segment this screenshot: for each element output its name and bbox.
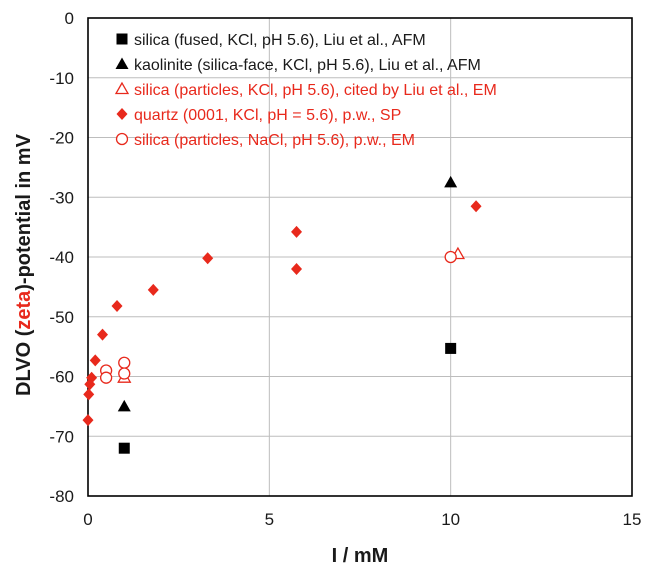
data-point-series-1 xyxy=(118,442,130,454)
plot-area-frame xyxy=(87,17,633,497)
data-point-series-4 xyxy=(202,252,214,265)
legend-marker-2 xyxy=(115,57,129,69)
data-point-series-4 xyxy=(147,283,159,296)
legend-entry-3: silica (particles, KCl, pH 5.6), cited b… xyxy=(134,82,497,99)
data-point-series-4 xyxy=(291,225,303,238)
x-tick-label: 0 xyxy=(83,510,92,529)
y-axis-title-part-1: DLVO ( xyxy=(13,329,35,396)
y-tick-label: -10 xyxy=(49,69,74,88)
x-axis-tick-labels: 0 5 10 15 xyxy=(83,510,641,529)
y-tick-label: -60 xyxy=(49,368,74,387)
y-tick-label: -50 xyxy=(49,308,74,327)
legend-marker-3 xyxy=(114,81,130,95)
legend-marker-1 xyxy=(116,33,128,45)
y-tick-label: -20 xyxy=(49,129,74,148)
y-tick-label: -30 xyxy=(49,188,74,207)
data-point-series-4 xyxy=(470,200,482,213)
legend-marker-5 xyxy=(115,132,129,146)
y-tick-label: 0 xyxy=(65,9,74,28)
data-point-series-5 xyxy=(99,371,113,384)
data-point-series-4 xyxy=(291,262,303,275)
legend-entry-2: kaolinite (silica-face, KCl, pH 5.6), Li… xyxy=(134,57,481,74)
data-point-series-4 xyxy=(97,328,109,341)
legend-entry-1: silica (fused, KCl, pH 5.6), Liu et al.,… xyxy=(134,32,426,49)
x-tick-label: 5 xyxy=(265,510,274,529)
data-point-series-4 xyxy=(83,388,95,401)
y-axis-title-part-3: )-potential in mV xyxy=(13,133,35,290)
data-points xyxy=(82,175,482,454)
data-point-series-4 xyxy=(89,354,101,367)
x-tick-label: 10 xyxy=(441,510,460,529)
data-point-series-2 xyxy=(444,175,458,188)
y-axis-tick-labels: 0 -10 -20 -30 -40 -50 -60 -70 -80 xyxy=(49,9,74,506)
data-point-series-5 xyxy=(118,367,131,380)
legend: silica (fused, KCl, pH 5.6), Liu et al.,… xyxy=(114,32,497,149)
x-axis-title: I / mM xyxy=(332,545,389,567)
data-point-series-4 xyxy=(82,414,94,427)
data-point-series-2 xyxy=(117,399,131,412)
data-point-series-5 xyxy=(444,250,457,264)
data-point-series-4 xyxy=(111,299,123,312)
y-tick-label: -70 xyxy=(49,427,74,446)
y-tick-label: -80 xyxy=(49,487,74,506)
x-tick-label: 15 xyxy=(623,510,642,529)
legend-entry-4: quartz (0001, KCl, pH = 5.6), p.w., SP xyxy=(134,107,401,124)
data-point-series-4 xyxy=(86,371,98,384)
legend-marker-4 xyxy=(116,108,128,120)
legend-entry-5: silica (particles, NaCl, pH 5.6), p.w., … xyxy=(134,132,415,149)
data-point-series-5 xyxy=(118,356,131,369)
y-axis-title: DLVO (zeta)-potential in mV xyxy=(13,133,35,396)
y-tick-label: -40 xyxy=(49,248,74,267)
y-axis-title-part-2: zeta xyxy=(13,290,35,330)
data-point-series-1 xyxy=(445,342,457,354)
